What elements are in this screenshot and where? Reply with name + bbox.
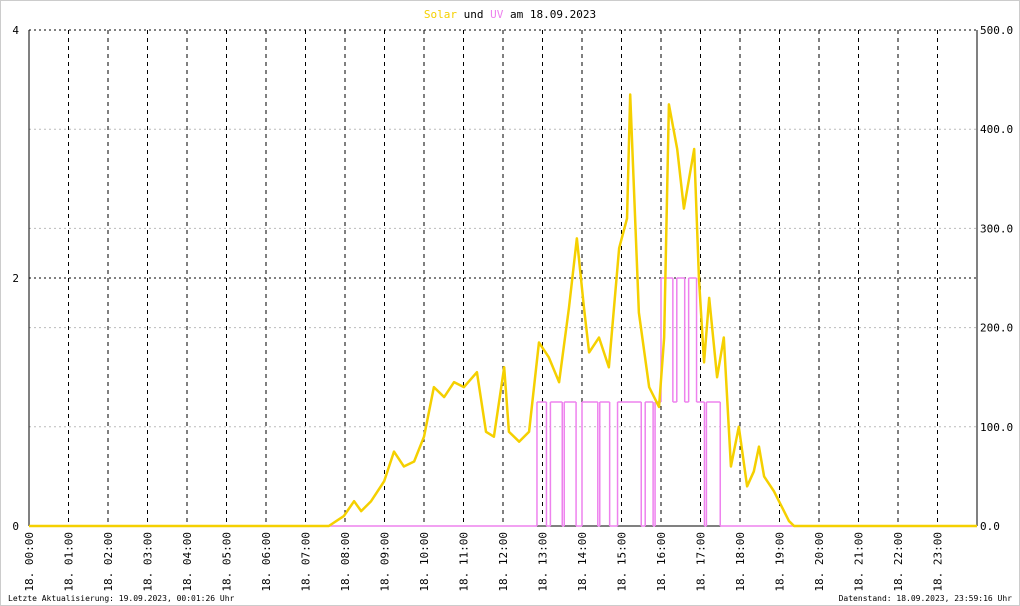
y2-tick-label: 300.0 (980, 222, 1013, 235)
x-tick-label: 18. 15:00 (616, 532, 629, 592)
x-tick-label: 18. 07:00 (300, 532, 313, 592)
x-tick-label: 18. 16:00 (655, 532, 668, 592)
title-und: und (464, 8, 484, 21)
y-tick-label: 4 (12, 24, 19, 37)
x-tick-label: 18. 06:00 (260, 532, 273, 592)
x-tick-label: 18. 19:00 (774, 532, 787, 592)
x-tick-label: 18. 21:00 (853, 532, 866, 592)
title-uv: UV (490, 8, 504, 21)
x-tick-label: 18. 13:00 (537, 532, 550, 592)
chart-title: Solar und UV am 18.09.2023 (424, 8, 596, 21)
y2-tick-label: 400.0 (980, 123, 1013, 136)
footer-left: Letzte Aktualisierung: 19.09.2023, 00:01… (8, 594, 235, 603)
y2-tick-label: 500.0 (980, 24, 1013, 37)
y2-tick-label: 100.0 (980, 421, 1013, 434)
x-tick-label: 18. 18:00 (734, 532, 747, 592)
title-date: am 18.09.2023 (510, 8, 596, 21)
x-tick-label: 18. 05:00 (221, 532, 234, 592)
x-tick-label: 18. 00:00 (23, 532, 36, 592)
x-tick-label: 18. 17:00 (695, 532, 708, 592)
x-tick-label: 18. 09:00 (379, 532, 392, 592)
x-tick-label: 18. 01:00 (63, 532, 76, 592)
x-tick-label: 18. 08:00 (339, 532, 352, 592)
x-tick-label: 18. 14:00 (576, 532, 589, 592)
x-tick-label: 18. 03:00 (142, 532, 155, 592)
x-tick-label: 18. 11:00 (458, 532, 471, 592)
x-tick-label: 18. 20:00 (813, 532, 826, 592)
x-tick-label: 18. 22:00 (892, 532, 905, 592)
x-tick-label: 18. 04:00 (181, 532, 194, 592)
x-tick-label: 18. 10:00 (418, 532, 431, 592)
x-tick-label: 18. 02:00 (102, 532, 115, 592)
x-tick-label: 18. 12:00 (497, 532, 510, 592)
title-solar: Solar (424, 8, 457, 21)
y-tick-label: 2 (12, 272, 19, 285)
y2-tick-label: 0.0 (980, 520, 1000, 533)
y2-tick-label: 200.0 (980, 322, 1013, 335)
footer-right: Datenstand: 18.09.2023, 23:59:16 Uhr (839, 594, 1013, 603)
solar-line (29, 93, 977, 528)
x-tick-label: 18. 23:00 (932, 532, 945, 592)
y-tick-label: 0 (12, 520, 19, 533)
